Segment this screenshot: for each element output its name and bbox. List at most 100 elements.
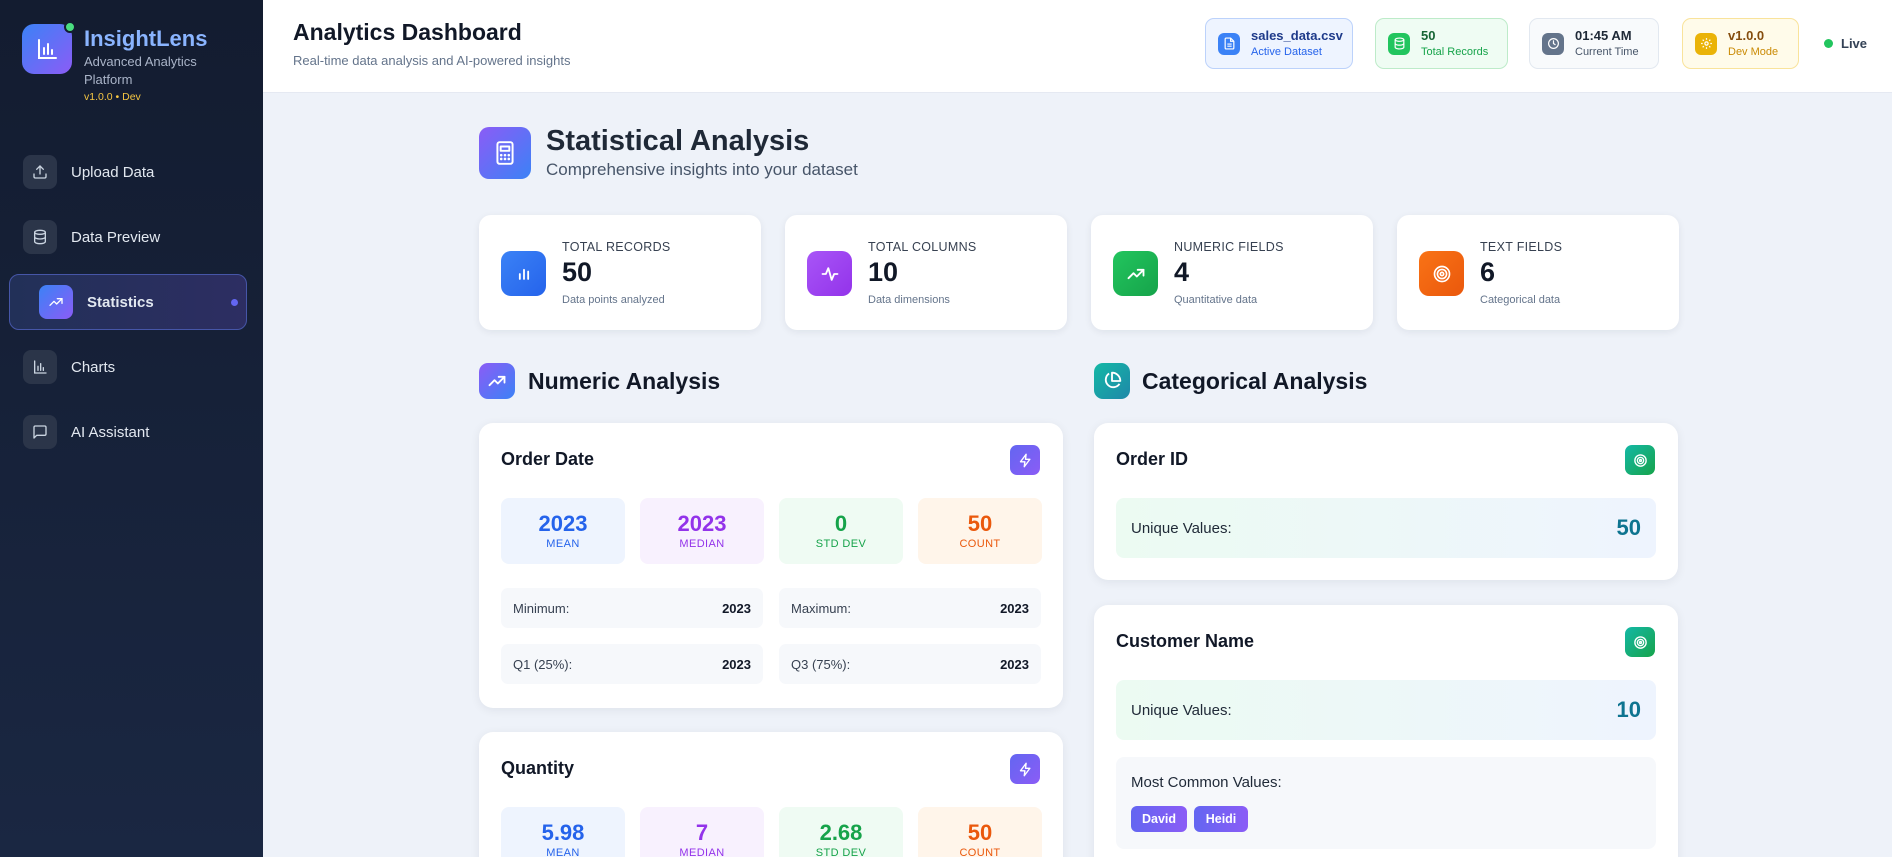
- sidebar-item-label: Data Preview: [71, 228, 161, 246]
- stat-value: 50: [562, 257, 593, 287]
- trending-up-icon: [39, 285, 73, 319]
- value-tag[interactable]: Heidi: [1194, 806, 1248, 832]
- pie-chart-icon: [1094, 363, 1130, 399]
- stat-value: 10: [868, 257, 899, 287]
- numeric-card-order-date: Order Date 2023 MEAN 2023 MEDIAN 0 STD D…: [479, 423, 1063, 708]
- categorical-card-order-id: Order ID Unique Values: 50: [1094, 423, 1678, 580]
- numeric-analysis-title: Numeric Analysis: [528, 368, 721, 394]
- metric-value: 0: [834, 511, 848, 536]
- brand[interactable]: InsightLens Advanced Analytics Platform …: [22, 21, 214, 104]
- metric-mean: 5.98 MEAN: [501, 807, 625, 857]
- categorical-analysis-title: Categorical Analysis: [1142, 368, 1368, 394]
- metric-value: 50: [967, 511, 993, 536]
- numeric-card-quantity: Quantity 5.98 MEAN 7 MEDIAN 2.68 STD DEV…: [479, 732, 1063, 857]
- card-title: Order ID: [1116, 449, 1189, 469]
- unique-values-row: Unique Values: 10: [1116, 680, 1656, 740]
- metric-count: 50 COUNT: [918, 498, 1042, 564]
- sidebar-item-label: Statistics: [87, 293, 154, 311]
- metric-median: 2023 MEDIAN: [640, 498, 764, 564]
- metric-value: 2.68: [819, 820, 863, 845]
- sidebar-nav: Upload Data Data Preview Statistics Char…: [9, 144, 247, 469]
- metric-mean: 2023 MEAN: [501, 498, 625, 564]
- sidebar-item-label: AI Assistant: [71, 423, 150, 441]
- q3-value: 2023: [1000, 656, 1029, 672]
- clock-icon: [1542, 32, 1564, 55]
- target-icon: [1419, 251, 1464, 296]
- maximum-row: Maximum: 2023: [779, 588, 1041, 628]
- unique-values-label: Unique Values:: [1131, 701, 1232, 719]
- activity-icon: [807, 251, 852, 296]
- value-tag[interactable]: David: [1131, 806, 1187, 832]
- active-dataset-chip[interactable]: sales_data.csv Active Dataset: [1205, 18, 1353, 69]
- minimum-label: Minimum:: [513, 600, 570, 616]
- time-value: 01:45 AM: [1575, 28, 1632, 43]
- card-title: Customer Name: [1116, 631, 1255, 651]
- calculator-icon: [479, 127, 531, 179]
- sidebar: InsightLens Advanced Analytics Platform …: [0, 0, 263, 857]
- unique-values-label: Unique Values:: [1131, 519, 1232, 537]
- page-header-title: Analytics Dashboard: [293, 19, 522, 45]
- time-label: Current Time: [1575, 46, 1639, 58]
- records-label: Total Records: [1421, 46, 1489, 58]
- metric-value: 50: [967, 820, 993, 845]
- bar-chart-icon: [501, 251, 546, 296]
- stat-description: Data dimensions: [868, 294, 950, 306]
- metric-label: COUNT: [959, 847, 1001, 857]
- version-value: v1.0.0: [1728, 28, 1765, 43]
- top-header: Analytics Dashboard Real-time data analy…: [263, 0, 1892, 93]
- active-indicator-dot: [231, 299, 238, 306]
- unique-values-count: 10: [1616, 697, 1641, 722]
- q3-label: Q3 (75%):: [791, 656, 851, 672]
- metric-label: COUNT: [959, 538, 1001, 550]
- card-title: Order Date: [501, 449, 595, 469]
- stat-description: Data points analyzed: [562, 294, 665, 306]
- sidebar-item-data-preview[interactable]: Data Preview: [9, 209, 247, 265]
- database-icon: [23, 220, 57, 254]
- sidebar-item-label: Upload Data: [71, 163, 155, 181]
- metric-median: 7 MEDIAN: [640, 807, 764, 857]
- q3-row: Q3 (75%): 2023: [779, 644, 1041, 684]
- live-indicator: Live: [1824, 36, 1867, 51]
- minimum-row: Minimum: 2023: [501, 588, 763, 628]
- sidebar-item-statistics[interactable]: Statistics: [9, 274, 247, 330]
- q1-row: Q1 (25%): 2023: [501, 644, 763, 684]
- target-icon: [1625, 627, 1655, 657]
- metric-label: STD DEV: [815, 538, 867, 550]
- categorical-card-customer-name: Customer Name Unique Values: 10 Most Com…: [1094, 605, 1678, 857]
- metric-label: MEAN: [546, 538, 580, 550]
- message-icon: [23, 415, 57, 449]
- stat-description: Quantitative data: [1174, 294, 1258, 306]
- app-version: v1.0.0 • Dev: [84, 91, 141, 103]
- sidebar-item-charts[interactable]: Charts: [9, 339, 247, 395]
- unique-values-count: 50: [1616, 515, 1641, 540]
- metric-label: STD DEV: [815, 847, 867, 857]
- app-name: InsightLens: [84, 26, 208, 51]
- current-time-chip: 01:45 AM Current Time: [1529, 18, 1659, 69]
- metric-std-dev: 0 STD DEV: [779, 498, 903, 564]
- database-icon: [1388, 32, 1410, 55]
- dataset-name: sales_data.csv: [1251, 28, 1343, 43]
- stat-description: Categorical data: [1480, 294, 1561, 306]
- live-status-dot: [1824, 39, 1833, 48]
- metric-value: 7: [695, 820, 709, 845]
- trending-up-icon: [479, 363, 515, 399]
- settings-icon: [1695, 32, 1717, 55]
- stat-value: 4: [1174, 257, 1190, 287]
- trending-up-icon: [1113, 251, 1158, 296]
- metric-std-dev: 2.68 STD DEV: [779, 807, 903, 857]
- online-status-dot: [64, 21, 76, 33]
- live-label: Live: [1841, 36, 1868, 51]
- upload-icon: [23, 155, 57, 189]
- maximum-value: 2023: [1000, 600, 1029, 616]
- most-common-values: Most Common Values: David Heidi: [1116, 757, 1656, 849]
- page-header-subtitle: Real-time data analysis and AI-powered i…: [293, 53, 571, 68]
- minimum-value: 2023: [722, 600, 751, 616]
- stat-card-numeric-fields: NUMERIC FIELDS 4 Quantitative data: [1091, 215, 1373, 330]
- sidebar-item-ai-assistant[interactable]: AI Assistant: [9, 404, 247, 460]
- file-icon: [1218, 32, 1240, 55]
- dev-mode-chip[interactable]: v1.0.0 Dev Mode: [1682, 18, 1799, 69]
- zap-icon: [1010, 754, 1040, 784]
- metric-label: MEDIAN: [679, 538, 725, 550]
- sidebar-item-upload-data[interactable]: Upload Data: [9, 144, 247, 200]
- stat-value: 6: [1480, 257, 1496, 287]
